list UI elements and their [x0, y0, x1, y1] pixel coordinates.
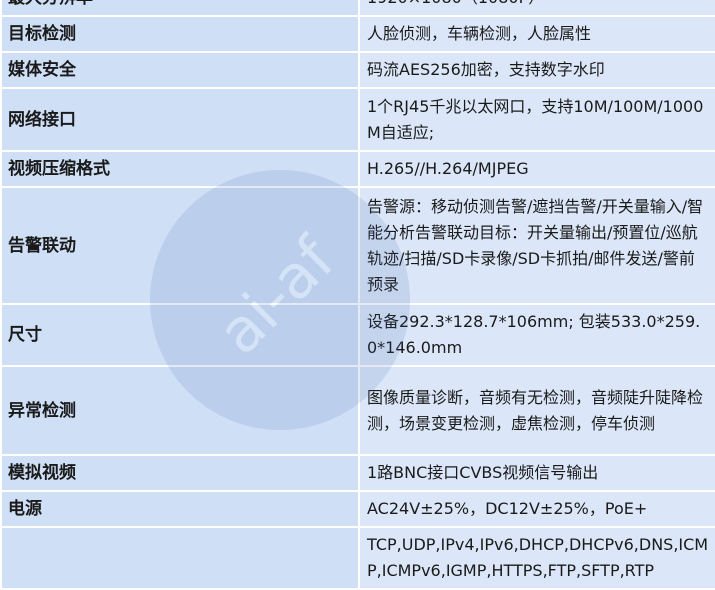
spec-value: 1920×1080（1080P）	[358, 0, 715, 17]
spec-row: 告警联动 告警源：移动侦测告警/遮挡告警/开关量输入/智能分析告警联动目标：开关量…	[0, 186, 715, 305]
spec-row: 模拟视频 1路BNC接口CVBS视频信号输出	[0, 454, 715, 492]
spec-row: 尺寸 设备292.3*128.7*106mm; 包装533.0*259.0*146…	[0, 303, 715, 367]
spec-label: 最大分辨率	[0, 0, 360, 17]
spec-row: TCP,UDP,IPv4,IPv6,DHCP,DHCPv6,DNS,ICMP,I…	[0, 526, 715, 590]
spec-value: 1个RJ45千兆以太网口，支持10M/100M/1000M自适应;	[358, 87, 715, 152]
spec-label: 尺寸	[0, 303, 360, 367]
spec-value: 设备292.3*128.7*106mm; 包装533.0*259.0*146.0…	[358, 303, 715, 367]
spec-value: TCP,UDP,IPv4,IPv6,DHCP,DHCPv6,DNS,ICMP,I…	[358, 526, 715, 590]
spec-value: 图像质量诊断，音频有无检测，音频陡升陡降检测，场景变更检测，虚焦检测，停车侦测	[358, 365, 715, 456]
spec-value: H.265//H.264/MJPEG	[358, 150, 715, 188]
spec-label: 告警联动	[0, 186, 360, 305]
spec-label: 媒体安全	[0, 51, 360, 89]
spec-label: 电源	[0, 490, 360, 528]
spec-value: 码流AES256加密，支持数字水印	[358, 51, 715, 89]
spec-label: 模拟视频	[0, 454, 360, 492]
spec-value: AC24V±25%，DC12V±25%，PoE+	[358, 490, 715, 528]
spec-row: 媒体安全 码流AES256加密，支持数字水印	[0, 51, 715, 89]
spec-value: 告警源：移动侦测告警/遮挡告警/开关量输入/智能分析告警联动目标：开关量输出/预…	[358, 186, 715, 305]
spec-row: 视频压缩格式 H.265//H.264/MJPEG	[0, 150, 715, 188]
spec-label	[0, 526, 360, 590]
spec-label: 网络接口	[0, 87, 360, 152]
spec-row: 目标检测 人脸侦测，车辆检测，人脸属性	[0, 15, 715, 53]
spec-row: 最大分辨率1920×1080（1080P）	[0, 0, 715, 17]
spec-label: 异常检测	[0, 365, 360, 456]
spec-value: 1路BNC接口CVBS视频信号输出	[358, 454, 715, 492]
spec-row: 网络接口 1个RJ45千兆以太网口，支持10M/100M/1000M自适应;	[0, 87, 715, 152]
spec-label: 目标检测	[0, 15, 360, 53]
spec-row: 异常检测 图像质量诊断，音频有无检测，音频陡升陡降检测，场景变更检测，虚焦检测，停…	[0, 365, 715, 456]
spec-value: 人脸侦测，车辆检测，人脸属性	[358, 15, 715, 53]
spec-label: 视频压缩格式	[0, 150, 360, 188]
spec-row: 电源 AC24V±25%，DC12V±25%，PoE+	[0, 490, 715, 528]
